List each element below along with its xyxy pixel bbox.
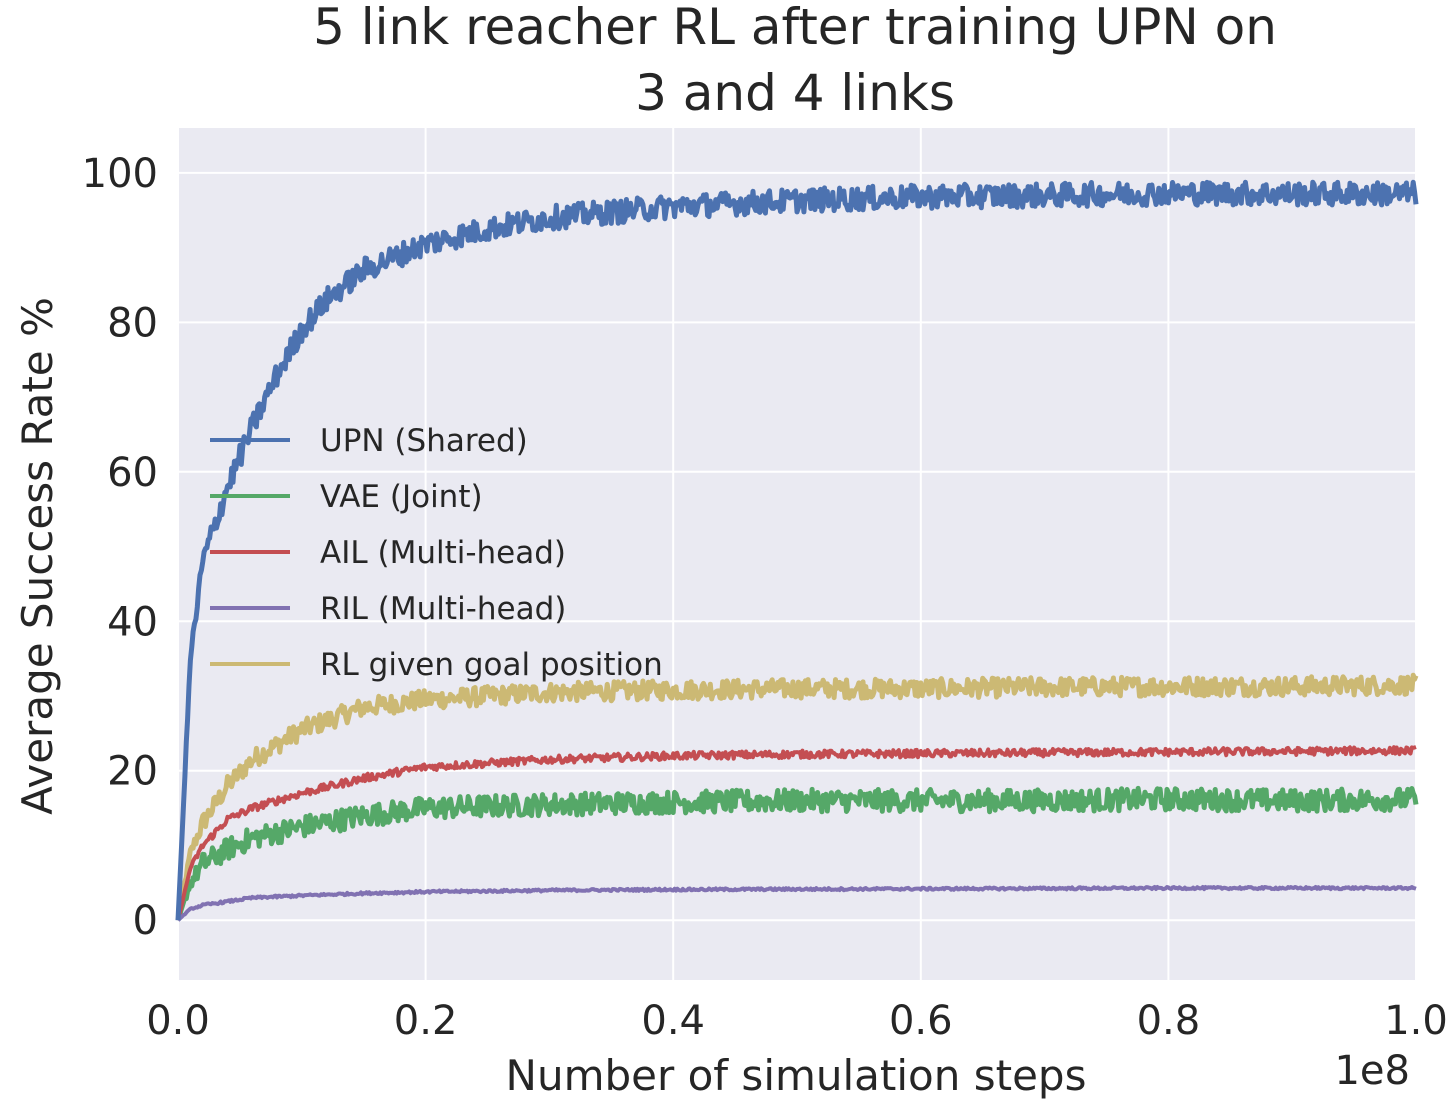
x-tick-label: 0.4 — [641, 998, 705, 1044]
plot-background — [178, 128, 1416, 980]
legend-label: UPN (Shared) — [320, 423, 528, 459]
y-tick-label: 100 — [82, 151, 158, 197]
x-axis-offset-label: 1e8 — [1334, 1048, 1410, 1094]
x-tick-label: 0.8 — [1137, 998, 1201, 1044]
legend-label: VAE (Joint) — [320, 479, 483, 515]
y-tick-label: 80 — [107, 300, 158, 346]
y-tick-label: 60 — [107, 450, 158, 496]
x-tick-label: 0.0 — [146, 998, 210, 1044]
chart-title-line-1: 5 link reacher RL after training UPN on — [313, 0, 1277, 56]
legend-label: RL given goal position — [320, 647, 663, 683]
y-tick-labels: 0 20 40 60 80 100 — [82, 151, 158, 944]
series-line-0 — [175, 179, 1419, 921]
x-tick-label: 0.6 — [889, 998, 953, 1044]
y-tick-label: 0 — [133, 898, 158, 944]
series-lines — [175, 179, 1419, 922]
series-line-2 — [176, 745, 1417, 921]
series-line-4 — [175, 672, 1419, 921]
chart-title-line-2: 3 and 4 links — [635, 64, 955, 122]
series-line-1 — [175, 785, 1419, 921]
grid-lines — [177, 128, 1417, 980]
legend-label: AIL (Multi-head) — [320, 535, 566, 571]
plot-area — [178, 128, 1416, 980]
x-axis-label: Number of simulation steps — [506, 1051, 1087, 1100]
series-line-3 — [176, 885, 1417, 922]
x-tick-label: 0.2 — [394, 998, 458, 1044]
legend: UPN (Shared) VAE (Joint) AIL (Multi-head) R… — [210, 423, 663, 683]
y-axis-label: Average Success Rate % — [13, 297, 62, 815]
legend-label: RIL (Multi-head) — [320, 591, 566, 627]
x-tick-labels: 0.0 0.2 0.4 0.6 0.8 1.0 — [146, 998, 1448, 1044]
x-tick-label: 1.0 — [1384, 998, 1448, 1044]
y-tick-label: 40 — [107, 599, 158, 645]
y-tick-label: 20 — [107, 749, 158, 795]
